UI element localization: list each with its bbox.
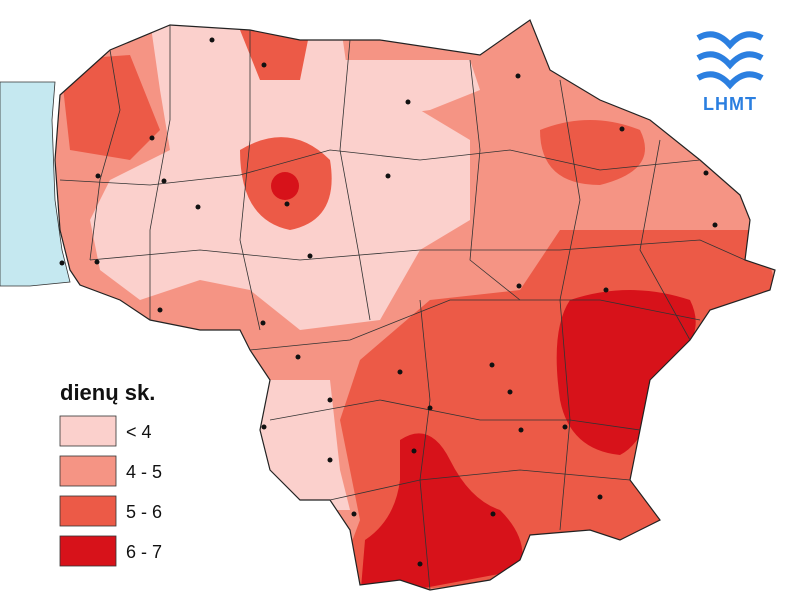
- zone: [540, 120, 645, 185]
- legend-swatch: [59, 415, 117, 447]
- zone: [60, 55, 160, 160]
- legend-label: < 4: [126, 422, 152, 442]
- zone: [260, 380, 350, 510]
- legend-label: 4 - 5: [126, 462, 162, 482]
- legend-label: 6 - 7: [126, 542, 162, 562]
- legend-label: 5 - 6: [126, 502, 162, 522]
- legend-swatch: [59, 535, 117, 567]
- zone: [360, 433, 523, 590]
- zone: [240, 30, 310, 80]
- logo-wave: [696, 31, 764, 50]
- legend-title: dienų sk.: [60, 380, 155, 405]
- zone: [556, 290, 696, 455]
- legend-swatch: [59, 455, 117, 487]
- sea: [0, 81, 71, 287]
- legend-swatch: [59, 495, 117, 527]
- logo: LHMT: [696, 31, 764, 114]
- stations: [59, 37, 718, 567]
- legend: dienų sk. < 4 4 - 5 5 - 6 6 - 7: [59, 380, 162, 567]
- logo-wave: [696, 51, 764, 70]
- logo-text: LHMT: [703, 94, 757, 114]
- logo-wave: [696, 71, 764, 90]
- zone: [340, 60, 480, 120]
- zone: [271, 172, 299, 200]
- district-borders: [59, 25, 746, 591]
